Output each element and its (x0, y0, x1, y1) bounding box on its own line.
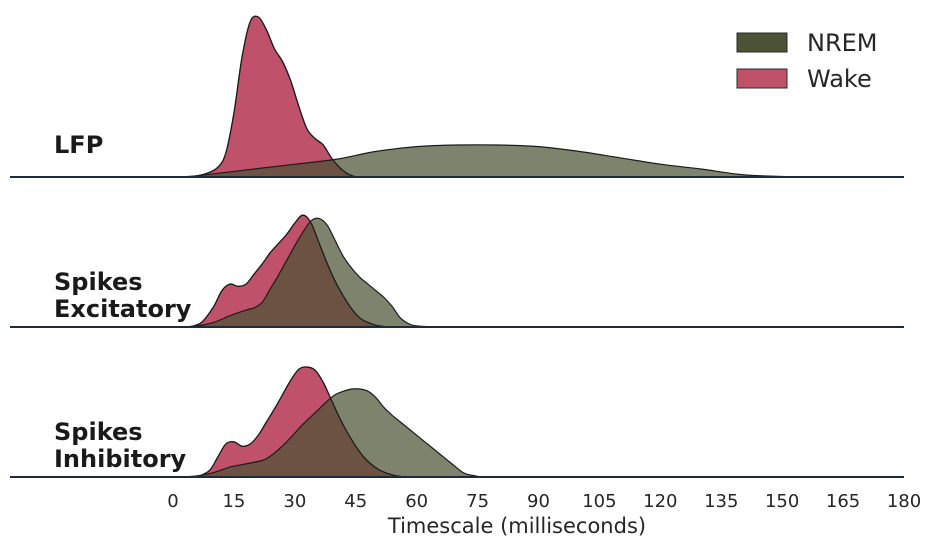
x-tick-label-150: 150 (765, 491, 799, 512)
density-outline-wake-lfp (172, 15, 356, 178)
x-tick-label-105: 105 (582, 491, 616, 512)
x-tick-label-45: 45 (344, 491, 367, 512)
legend: NREM Wake (736, 29, 878, 93)
row-label-spikes-excitatory: Spikes Excitatory (54, 268, 192, 323)
x-tick-label-15: 15 (222, 491, 245, 512)
ridge-row-lfp (172, 15, 864, 178)
x-tick-label-120: 120 (643, 491, 677, 512)
density-outline-wake-spikes-excitatory (189, 214, 393, 328)
x-tick-label-135: 135 (704, 491, 738, 512)
ridge-row-spikes-excitatory (181, 214, 433, 328)
row-label-lfp: LFP (54, 131, 104, 159)
x-tick-label-60: 60 (405, 491, 428, 512)
ridges (172, 15, 864, 478)
x-axis-ticks: 0 15 30 45 60 75 90 105 120 135 150 165 180 (167, 491, 921, 512)
x-tick-label-180: 180 (887, 491, 921, 512)
legend-swatch-wake (736, 68, 788, 89)
legend-label-wake: Wake (807, 65, 872, 93)
legend-swatch-nrem (736, 32, 788, 53)
ridge-row-spikes-inhibitory (181, 366, 482, 478)
density-nrem-spikes-excitatory (181, 217, 433, 328)
x-axis-label: Timescale (milliseconds) (387, 514, 646, 538)
density-nrem-spikes-inhibitory (181, 388, 482, 478)
density-outline-wake-spikes-inhibitory (197, 366, 405, 478)
x-tick-label-30: 30 (283, 491, 306, 512)
legend-label-nrem: NREM (807, 29, 878, 57)
row-label-spikes-inhibitory: Spikes Inhibitory (54, 418, 187, 473)
x-tick-label-75: 75 (466, 491, 489, 512)
x-tick-label-165: 165 (826, 491, 860, 512)
baselines (10, 176, 904, 478)
x-tick-label-90: 90 (527, 491, 550, 512)
x-tick-label-0: 0 (167, 491, 178, 512)
density-nrem-lfp (172, 144, 864, 178)
